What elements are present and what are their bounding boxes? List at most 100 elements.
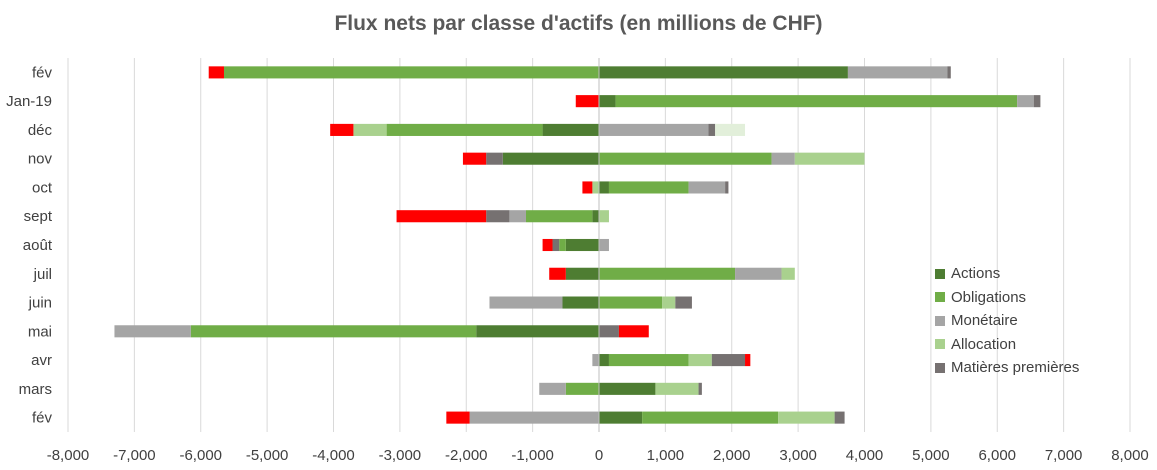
y-tick-label: juin bbox=[28, 295, 52, 312]
legend-swatch-monetaire bbox=[935, 315, 945, 326]
y-tick-label: mai bbox=[28, 323, 52, 340]
bar-segment bbox=[469, 411, 599, 424]
bar-segment bbox=[592, 181, 599, 194]
chart-title: Flux nets par classe d'actifs (en millio… bbox=[334, 12, 823, 35]
bar-segment bbox=[715, 123, 746, 136]
y-tick-label: nov bbox=[28, 151, 53, 168]
bar-segment bbox=[502, 152, 599, 165]
y-tick-label: avr bbox=[31, 352, 52, 369]
bar-segment bbox=[599, 152, 772, 165]
legend-item-matieres-premieres: Matières premières bbox=[935, 356, 1079, 380]
bar-segment bbox=[708, 123, 716, 136]
x-tick-label: 1,000 bbox=[647, 447, 685, 464]
bar-segment bbox=[599, 123, 709, 136]
bar-segment bbox=[781, 267, 795, 280]
legend-label-actions: Actions bbox=[951, 265, 1001, 283]
legend-item-actions: Actions bbox=[935, 262, 1079, 286]
bar-segment bbox=[525, 210, 593, 223]
bar-segment bbox=[711, 354, 746, 367]
bar-segment bbox=[794, 152, 865, 165]
legend-label-monetaire: Monétaire bbox=[951, 312, 1018, 330]
legend-swatch-obligations bbox=[935, 292, 945, 303]
x-tick-label: -1,000 bbox=[511, 447, 554, 464]
bar-segment bbox=[642, 411, 779, 424]
bar-segment bbox=[592, 210, 599, 223]
y-tick-label: juil bbox=[33, 266, 52, 283]
bar-segment bbox=[735, 267, 782, 280]
bar-segment bbox=[549, 267, 566, 280]
x-tick-label: -4,000 bbox=[312, 447, 355, 464]
y-tick-label: Jan-19 bbox=[6, 93, 52, 110]
bar-segment bbox=[662, 296, 676, 309]
bar-segment bbox=[1033, 95, 1041, 108]
x-tick-label: -3,000 bbox=[379, 447, 422, 464]
legend-item-allocation: Allocation bbox=[935, 333, 1079, 357]
bar-segment bbox=[599, 325, 619, 338]
legend-swatch-actions bbox=[935, 268, 945, 279]
bar-segment bbox=[688, 181, 726, 194]
bar-segment bbox=[539, 382, 566, 395]
bar-segment bbox=[509, 210, 526, 223]
bar-segment bbox=[330, 123, 354, 136]
bar-segment bbox=[582, 181, 593, 194]
x-tick-label: 8,000 bbox=[1111, 447, 1149, 464]
x-tick-label: 5,000 bbox=[912, 447, 950, 464]
bar-segment bbox=[562, 296, 599, 309]
bar-segment bbox=[834, 411, 845, 424]
x-tick-label: -5,000 bbox=[246, 447, 289, 464]
bar-segment bbox=[542, 238, 553, 252]
bar-segment bbox=[353, 123, 387, 136]
legend-label-obligations: Obligations bbox=[951, 288, 1027, 306]
bar-segment bbox=[486, 152, 503, 165]
bar-segment bbox=[542, 123, 599, 136]
y-tick-label: sept bbox=[24, 208, 53, 225]
x-tick-label: -6,000 bbox=[179, 447, 222, 464]
legend-item-monetaire: Monétaire bbox=[935, 309, 1079, 333]
x-tick-label: 4,000 bbox=[846, 447, 884, 464]
bar-segment bbox=[462, 152, 487, 165]
y-tick-label: fév bbox=[32, 64, 53, 81]
bar-segment bbox=[688, 354, 712, 367]
bar-segment bbox=[599, 354, 609, 367]
bar-segment bbox=[725, 181, 729, 194]
legend-swatch-allocation bbox=[935, 339, 945, 350]
chart-legend: Actions Obligations Monétaire Allocation… bbox=[935, 262, 1079, 380]
bar-segment bbox=[771, 152, 795, 165]
bar-segment bbox=[559, 238, 566, 252]
bar-segment bbox=[486, 210, 510, 223]
x-tick-label: 2,000 bbox=[713, 447, 751, 464]
bar-segment bbox=[599, 66, 848, 79]
legend-swatch-matieres-premieres bbox=[935, 362, 945, 373]
bar-segment bbox=[575, 95, 599, 108]
bar-segment bbox=[190, 325, 477, 338]
y-tick-label: fév bbox=[32, 410, 53, 427]
x-tick-label: 6,000 bbox=[978, 447, 1016, 464]
bar-segment bbox=[599, 296, 663, 309]
bar-segment bbox=[396, 210, 487, 223]
bar-segment bbox=[599, 210, 609, 223]
bar-segment bbox=[608, 181, 689, 194]
legend-item-obligations: Obligations bbox=[935, 286, 1079, 310]
bar-segment bbox=[847, 66, 948, 79]
x-tick-label: -2,000 bbox=[445, 447, 488, 464]
x-tick-label: 3,000 bbox=[779, 447, 817, 464]
bar-segment bbox=[1017, 95, 1034, 108]
y-tick-label: oct bbox=[32, 179, 53, 196]
bar-segment bbox=[778, 411, 835, 424]
bar-segment bbox=[675, 296, 692, 309]
bar-segment bbox=[552, 238, 560, 252]
bar-segment bbox=[698, 382, 702, 395]
bar-segment bbox=[599, 181, 609, 194]
bar-segment bbox=[565, 267, 599, 280]
bar-segment bbox=[565, 382, 599, 395]
x-tick-label: 0 bbox=[595, 447, 603, 464]
legend-label-allocation: Allocation bbox=[951, 335, 1017, 353]
y-tick-label: août bbox=[23, 237, 53, 254]
bar-segment bbox=[745, 354, 751, 367]
bar-segment bbox=[114, 325, 191, 338]
legend-label-matieres-premieres: Matières premières bbox=[951, 359, 1080, 377]
x-tick-label: -7,000 bbox=[113, 447, 156, 464]
bar-segment bbox=[489, 296, 563, 309]
y-tick-label: déc bbox=[28, 122, 53, 139]
